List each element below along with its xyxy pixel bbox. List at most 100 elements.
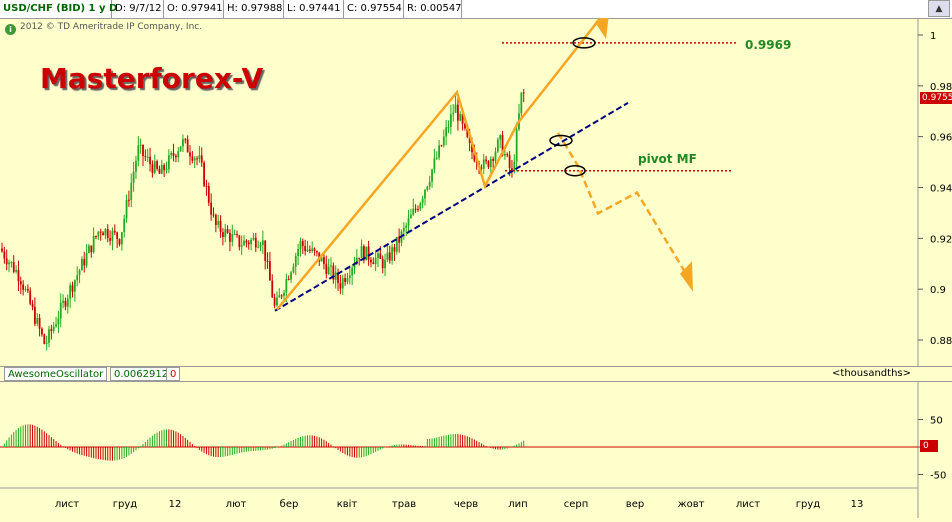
- candle-body: [172, 152, 175, 156]
- candle-body: [102, 232, 104, 236]
- candle-body: [454, 104, 457, 113]
- candle-body: [426, 186, 429, 190]
- candle-body: [73, 280, 76, 292]
- candle-body: [116, 232, 119, 240]
- candle-body: [78, 270, 81, 276]
- time-tick-label: лист: [736, 499, 760, 510]
- high-readout: H: 0.97988: [224, 0, 284, 18]
- candle-body: [459, 113, 462, 121]
- close-readout: C: 0.97554: [344, 0, 404, 18]
- candle-body: [433, 158, 436, 170]
- candle-body: [290, 272, 292, 280]
- candle-body: [431, 169, 433, 182]
- candle-body: [330, 265, 332, 267]
- candle-body: [355, 257, 358, 265]
- candle-body: [299, 241, 302, 250]
- time-tick-label: груд: [796, 499, 821, 510]
- candle-body: [243, 240, 245, 246]
- candle-body: [520, 92, 523, 114]
- candle-body: [139, 144, 142, 146]
- copyright-text: 2012 © TD Ameritrade IP Company, Inc.: [20, 22, 203, 32]
- time-tick-label: груд: [113, 499, 138, 510]
- oscillator-name[interactable]: AwesomeOscillator: [4, 367, 108, 381]
- candle-body: [278, 295, 281, 298]
- candle-body: [95, 236, 97, 238]
- candle-body: [273, 297, 276, 306]
- candle-body: [252, 237, 255, 240]
- time-tick-label: трав: [392, 499, 416, 510]
- candle-body: [144, 156, 147, 158]
- candle-body: [71, 285, 74, 292]
- candle-body: [66, 298, 69, 307]
- candle-body: [449, 114, 452, 128]
- candle-body: [440, 145, 443, 147]
- candle-body: [341, 278, 344, 289]
- candle-body: [5, 258, 8, 265]
- pivot-level-label: pivot MF: [638, 152, 697, 166]
- candle-body: [412, 208, 415, 215]
- candle-body: [15, 270, 17, 272]
- candle-body: [24, 288, 27, 290]
- candle-body: [468, 137, 471, 144]
- candle-body: [332, 265, 335, 280]
- price-tick-label: 0.98: [930, 82, 952, 93]
- candle-body: [496, 139, 499, 152]
- candle-body: [363, 246, 365, 261]
- candle-body: [43, 334, 46, 344]
- candle-body: [130, 182, 133, 201]
- symbol-label[interactable]: USD/CHF (BID) 1 y D: [0, 0, 117, 18]
- candle-body: [320, 257, 323, 262]
- candle-body: [508, 155, 511, 169]
- candle-body: [22, 284, 25, 290]
- chart-pane[interactable]: 0.88 0.9 0.92 0.94 0.96 0.98 1 50 0 -50 лист груд 12…: [0, 5, 952, 518]
- candle-body: [257, 246, 260, 248]
- oscillator-flag: 0: [166, 367, 181, 381]
- oscillator-value: 0.0062912: [110, 367, 173, 381]
- time-tick-label: черв: [454, 499, 478, 510]
- time-tick-label: жовт: [678, 499, 705, 510]
- candle-body: [19, 281, 22, 285]
- candle-body: [405, 225, 408, 228]
- candle-body: [184, 139, 187, 141]
- candle-body: [316, 251, 318, 253]
- candle-body: [36, 317, 39, 324]
- candle-body: [38, 317, 41, 329]
- time-tick-label: вер: [626, 499, 644, 510]
- support-trendline: [274, 102, 629, 312]
- candle-body: [424, 189, 426, 199]
- candle-body: [10, 262, 13, 264]
- info-icon[interactable]: i: [5, 24, 16, 35]
- projection-arrowhead: [595, 5, 610, 39]
- candle-body: [346, 278, 349, 282]
- candle-body: [254, 237, 257, 248]
- brand-watermark: Masterforex-V: [40, 62, 264, 95]
- candle-body: [379, 253, 382, 259]
- candle-body: [212, 214, 215, 216]
- scroll-up-button[interactable]: ▲: [928, 0, 950, 17]
- oscillator-units: <thousandths>: [832, 368, 911, 379]
- candle-body: [292, 266, 295, 273]
- candle-body: [365, 246, 368, 261]
- time-tick-label: квіт: [337, 498, 358, 510]
- time-tick-label: 13: [851, 499, 864, 510]
- candle-body: [12, 262, 15, 272]
- candle-body: [513, 161, 516, 171]
- candle-body: [153, 161, 156, 173]
- candle-body: [231, 234, 234, 242]
- candle-body: [360, 246, 363, 258]
- candle-body: [203, 162, 205, 186]
- candle-body: [52, 326, 55, 331]
- candle-body: [304, 246, 307, 252]
- candle-body: [515, 129, 518, 162]
- candle-body: [323, 257, 325, 264]
- candle-body: [238, 235, 241, 247]
- candle-body: [501, 135, 504, 156]
- candle-body: [128, 199, 130, 201]
- candle-body: [142, 144, 144, 157]
- candle-body: [125, 199, 128, 219]
- candle-body: [264, 240, 267, 261]
- candle-body: [283, 292, 285, 296]
- candle-body: [34, 306, 36, 324]
- price-tick-label: 0.92: [930, 234, 952, 245]
- candle-body: [135, 160, 137, 172]
